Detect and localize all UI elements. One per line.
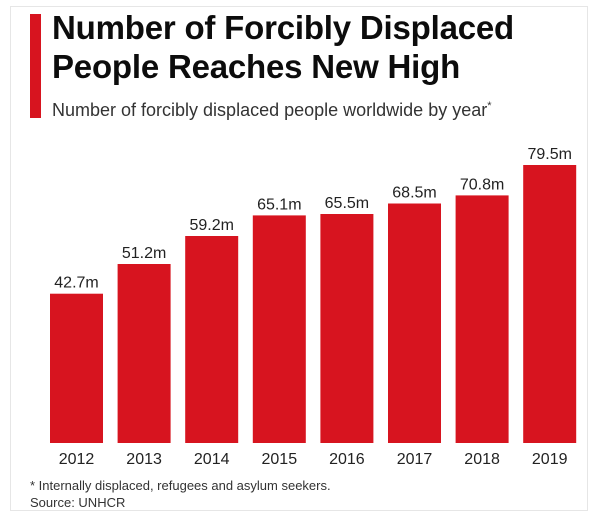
source-credit: Source: UNHCR bbox=[30, 495, 126, 510]
chart-subtitle: Number of forcibly displaced people worl… bbox=[52, 95, 492, 121]
chart-subtitle-text: Number of forcibly displaced people worl… bbox=[52, 100, 488, 120]
chart-subtitle-footnote-mark: * bbox=[487, 100, 492, 112]
chart-title: Number of Forcibly Displaced People Reac… bbox=[52, 8, 582, 86]
chart-title-line-1: Number of Forcibly Displaced bbox=[52, 9, 514, 46]
title-accent-bar bbox=[30, 14, 41, 118]
chart-title-line-2: People Reaches New High bbox=[52, 48, 461, 85]
footnote: * Internally displaced, refugees and asy… bbox=[30, 478, 331, 493]
